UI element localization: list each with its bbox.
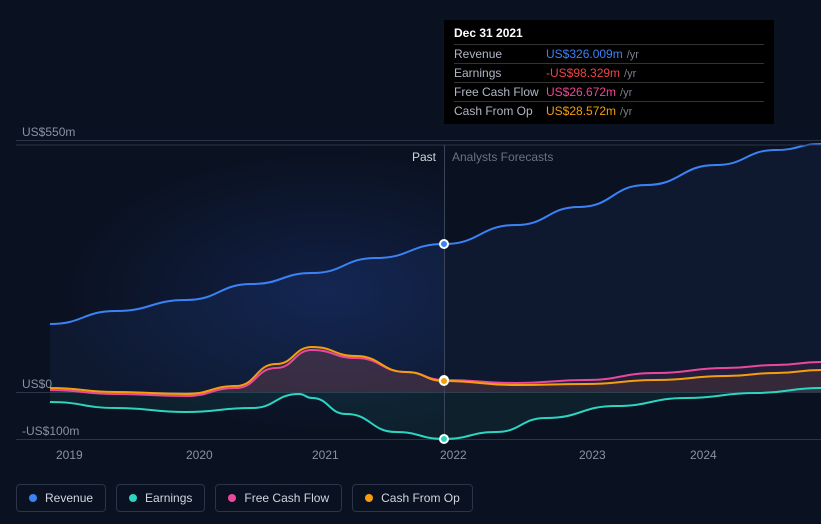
x-axis-label: 2020 <box>186 448 213 462</box>
tooltip-row: Free Cash FlowUS$26.672m/yr <box>454 82 764 101</box>
tooltip-metric-value: US$26.672m <box>546 85 616 99</box>
cfo-marker <box>439 376 449 386</box>
chart-container: Past Analysts Forecasts US$550m US$0 -US$1… <box>16 0 805 470</box>
legend-label: Free Cash Flow <box>244 491 329 505</box>
tooltip-metric-unit: /yr <box>627 49 639 61</box>
legend-dot-icon <box>365 494 373 502</box>
hover-tooltip: Dec 31 2021 RevenueUS$326.009m/yrEarning… <box>444 20 774 124</box>
legend-item-revenue[interactable]: Revenue <box>16 484 106 512</box>
legend-label: Earnings <box>145 491 192 505</box>
y-axis-label: -US$100m <box>22 424 79 438</box>
legend-dot-icon <box>29 494 37 502</box>
revenue-marker <box>439 239 449 249</box>
past-region-label: Past <box>412 150 436 164</box>
chart-legend: Revenue Earnings Free Cash Flow Cash From O… <box>16 484 473 512</box>
tooltip-metric-value: US$28.572m <box>546 104 616 118</box>
revenue-area <box>50 144 821 392</box>
legend-item-free-cash-flow[interactable]: Free Cash Flow <box>215 484 342 512</box>
tooltip-metric-label: Free Cash Flow <box>454 85 546 99</box>
past-forecast-divider <box>444 145 445 440</box>
x-axis-label: 2019 <box>56 448 83 462</box>
tooltip-metric-label: Cash From Op <box>454 104 546 118</box>
tooltip-metric-value: US$326.009m <box>546 47 623 61</box>
tooltip-metric-unit: /yr <box>624 68 636 80</box>
y-axis-label: US$0 <box>22 377 52 391</box>
legend-label: Cash From Op <box>381 491 460 505</box>
x-axis-label: 2023 <box>579 448 606 462</box>
legend-dot-icon <box>129 494 137 502</box>
tooltip-date: Dec 31 2021 <box>454 26 764 44</box>
legend-item-cash-from-op[interactable]: Cash From Op <box>352 484 473 512</box>
x-axis-label: 2024 <box>690 448 717 462</box>
y-axis-label: US$550m <box>22 125 75 139</box>
tooltip-metric-label: Earnings <box>454 66 546 80</box>
forecast-region-label: Analysts Forecasts <box>452 150 553 164</box>
legend-item-earnings[interactable]: Earnings <box>116 484 205 512</box>
legend-dot-icon <box>228 494 236 502</box>
tooltip-row: Earnings-US$98.329m/yr <box>454 63 764 82</box>
tooltip-metric-unit: /yr <box>620 87 632 99</box>
tooltip-row: Cash From OpUS$28.572m/yr <box>454 101 764 120</box>
tooltip-metric-unit: /yr <box>620 106 632 118</box>
tooltip-metric-label: Revenue <box>454 47 546 61</box>
x-axis-label: 2022 <box>440 448 467 462</box>
earnings-marker <box>439 434 449 444</box>
tooltip-row: RevenueUS$326.009m/yr <box>454 44 764 63</box>
x-axis-label: 2021 <box>312 448 339 462</box>
tooltip-metric-value: -US$98.329m <box>546 66 620 80</box>
legend-label: Revenue <box>45 491 93 505</box>
